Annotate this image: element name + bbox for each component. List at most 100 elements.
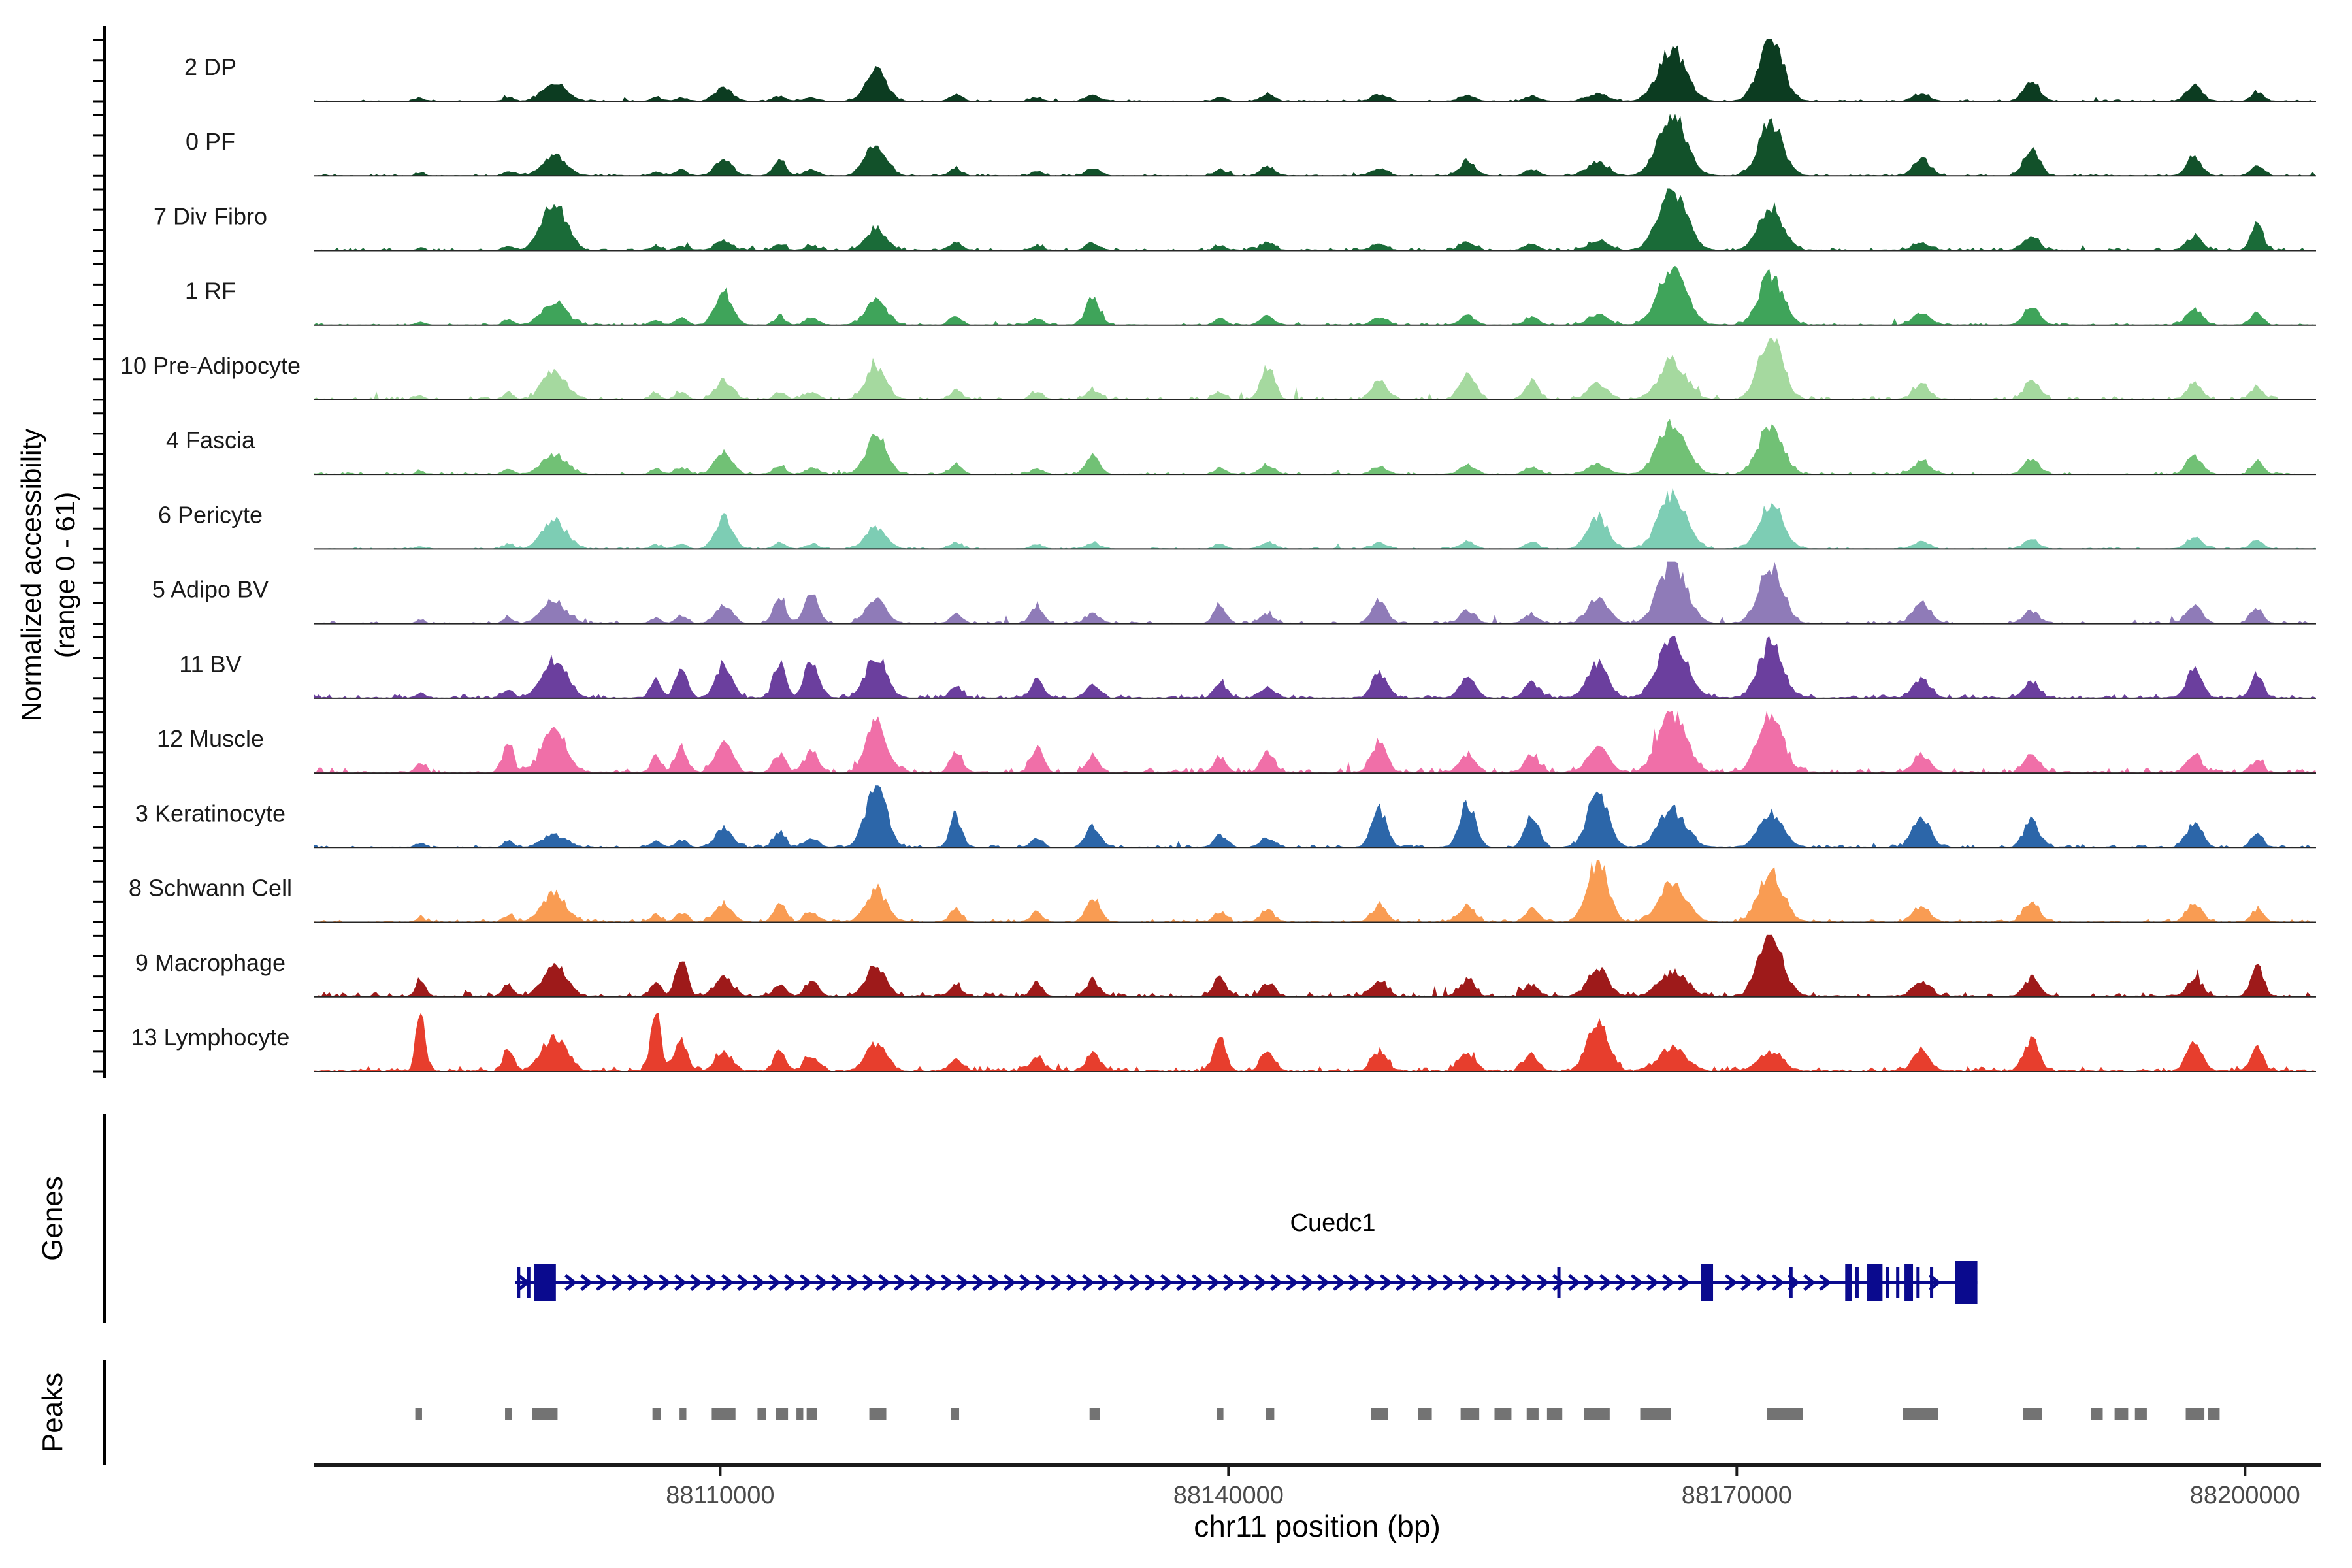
track-signal-area	[314, 785, 2316, 848]
strand-arrow-icon	[1568, 1274, 1581, 1291]
strand-arrow-icon	[1254, 1274, 1267, 1291]
peak-interval	[1767, 1408, 1803, 1420]
strand-arrow-icon	[768, 1274, 781, 1291]
strand-arrow-icon	[1725, 1274, 1738, 1291]
strand-arrow-icon	[1599, 1274, 1612, 1291]
strand-arrow-icon	[564, 1274, 578, 1291]
track-signal-area	[314, 1013, 2316, 1071]
track-label: 1 RF	[185, 278, 236, 304]
peak-interval	[796, 1408, 804, 1420]
peak-interval	[776, 1408, 789, 1420]
strand-arrow-icon	[972, 1274, 985, 1291]
strand-arrow-icon	[643, 1274, 656, 1291]
track-signal-area	[314, 419, 2316, 475]
track-signal-area	[314, 934, 2316, 997]
strand-arrow-icon	[941, 1274, 954, 1291]
exon-tick	[1886, 1267, 1889, 1298]
track-label: 12 Muscle	[157, 725, 264, 752]
track-13-lymphocyte: 13 Lymphocyte	[131, 1013, 2316, 1072]
peak-interval	[2185, 1408, 2205, 1420]
strand-arrow-icon	[1427, 1274, 1440, 1291]
track-1-rf: 1 RF	[185, 265, 2316, 326]
track-9-macrophage: 9 Macrophage	[135, 934, 2316, 998]
track-label: 9 Macrophage	[135, 949, 286, 976]
track-signal-area	[314, 561, 2316, 624]
track-label: 6 Pericyte	[158, 501, 263, 528]
track-11-bv: 11 BV	[179, 636, 2316, 699]
peak-interval	[1266, 1408, 1275, 1420]
track-label: 2 DP	[184, 54, 237, 80]
strand-arrow-icon	[721, 1274, 734, 1291]
exon-tick	[1896, 1267, 1900, 1298]
strand-arrow-icon	[596, 1274, 609, 1291]
genes-section-label: Genes	[37, 1176, 69, 1261]
strand-arrow-icon	[674, 1274, 687, 1291]
strand-arrow-icon	[1129, 1274, 1142, 1291]
x-axis-title: chr11 position (bp)	[1194, 1509, 1441, 1543]
peak-interval	[2023, 1408, 2042, 1420]
track-5-adipo-bv: 5 Adipo BV	[152, 561, 2316, 625]
strand-arrow-icon	[612, 1274, 625, 1291]
track-signal-area	[314, 188, 2316, 251]
strand-arrow-icon	[1490, 1274, 1503, 1291]
track-label: 11 BV	[179, 651, 241, 678]
peak-interval	[1584, 1408, 1610, 1420]
peak-interval	[1903, 1408, 1938, 1420]
exon-tick	[517, 1267, 521, 1298]
peak-interval	[869, 1408, 887, 1420]
strand-arrow-icon	[1035, 1274, 1048, 1291]
strand-arrow-icon	[1803, 1274, 1816, 1291]
strand-arrow-icon	[1192, 1274, 1205, 1291]
track-8-schwann-cell: 8 Schwann Cell	[129, 860, 2316, 923]
track-6-pericyte: 6 Pericyte	[158, 487, 2316, 550]
exon-box	[1904, 1264, 1914, 1301]
peak-interval	[1371, 1408, 1388, 1420]
x-axis-tick-label: 88200000	[2190, 1482, 2300, 1509]
track-label: 7 Div Fibro	[154, 203, 267, 229]
exon-box	[1955, 1261, 1978, 1304]
strand-arrow-icon	[753, 1274, 766, 1291]
strand-arrow-icon	[1552, 1274, 1565, 1291]
peak-interval	[652, 1408, 661, 1420]
peak-interval	[1494, 1408, 1512, 1420]
exon-box	[534, 1264, 556, 1301]
peak-boxes	[415, 1408, 2220, 1420]
peaks-section-label: Peaks	[37, 1373, 69, 1452]
strand-arrow-icon	[1066, 1274, 1079, 1291]
strand-arrow-icon	[1631, 1274, 1644, 1291]
track-7-div-fibro: 7 Div Fibro	[154, 188, 2316, 252]
strand-arrow-icon	[894, 1274, 907, 1291]
y-axis-label-line2: (range 0 - 61)	[50, 492, 80, 658]
gene-model	[515, 1261, 1978, 1304]
x-axis-tick-label: 88110000	[666, 1482, 774, 1509]
peak-interval	[1640, 1408, 1671, 1420]
track-signal-area	[314, 860, 2316, 923]
peak-interval	[757, 1408, 766, 1420]
strand-arrow-icon	[1584, 1274, 1597, 1291]
exon-box	[1845, 1264, 1852, 1301]
track-label: 13 Lymphocyte	[131, 1024, 290, 1051]
peak-interval	[1089, 1408, 1100, 1420]
strand-arrow-icon	[800, 1274, 813, 1291]
strand-arrow-icon	[1082, 1274, 1095, 1291]
exon-tick	[1930, 1267, 1934, 1298]
strand-arrow-icon	[1740, 1274, 1754, 1291]
track-2-dp: 2 DP	[184, 39, 2316, 102]
strand-arrow-icon	[1474, 1274, 1487, 1291]
track-label: 4 Fascia	[166, 427, 255, 453]
track-label: 10 Pre-Adipocyte	[120, 352, 301, 379]
strand-arrow-icon	[925, 1274, 938, 1291]
strand-arrow-icon	[690, 1274, 703, 1291]
strand-arrow-icon	[909, 1274, 923, 1291]
peak-interval	[532, 1408, 558, 1420]
strand-arrow-icon	[580, 1274, 593, 1291]
strand-arrow-icon	[706, 1274, 719, 1291]
strand-arrow-icon	[815, 1274, 828, 1291]
track-signal-area	[314, 337, 2316, 400]
strand-arrow-icon	[988, 1274, 1001, 1291]
strand-arrow-icon	[659, 1274, 672, 1291]
strand-arrow-icon	[1286, 1274, 1299, 1291]
exon-tick	[1557, 1267, 1561, 1298]
peak-interval	[679, 1408, 687, 1420]
